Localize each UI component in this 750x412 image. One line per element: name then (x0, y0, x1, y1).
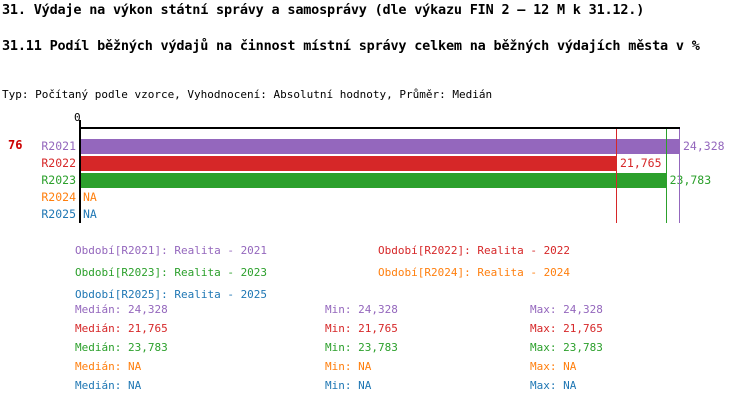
bar-na-label-r2024: NA (83, 190, 97, 204)
stat-min-r2021: Min: 24,328 (325, 303, 398, 316)
bar-row-label-r2021: R2021 (41, 139, 76, 153)
axis-horizontal-line (79, 127, 680, 129)
axis-vertical-line (79, 127, 81, 223)
bar-na-label-r2025: NA (83, 207, 97, 221)
bar-row[interactable]: R2025 NA (0, 206, 750, 223)
stat-median-r2024: Medián: NA (75, 360, 142, 373)
stat-min-r2023: Min: 23,783 (325, 341, 398, 354)
legend-item-1[interactable]: Období[R2022]: Realita - 2022 (378, 244, 571, 257)
stat-max-r2025: Max: NA (530, 379, 577, 392)
stat-max-r2024: Max: NA (530, 360, 577, 373)
legend-item-2[interactable]: Období[R2023]: Realita - 2023 (75, 266, 268, 279)
bar-value-label-r2023: 23,783 (669, 173, 712, 187)
bar-r2021[interactable] (81, 139, 679, 154)
bar-row-label-r2023: R2023 (41, 173, 76, 187)
page-title: 31. Výdaje na výkon státní správy a samo… (2, 2, 645, 18)
bar-row-label-r2024: R2024 (41, 190, 76, 204)
axis-origin-tick (79, 120, 81, 127)
indicator-meta-line: Typ: Počítaný podle vzorce, Vyhodnocení:… (2, 88, 493, 101)
bar-r2023[interactable] (81, 173, 666, 188)
bar-r2022[interactable] (81, 156, 616, 171)
stat-median-r2021: Medián: 24,328 (75, 303, 168, 316)
stat-min-r2022: Min: 21,765 (325, 322, 398, 335)
indicator-subtitle: 31.11 Podíl běžných výdajů na činnost mí… (2, 38, 700, 54)
bar-row-label-r2022: R2022 (41, 156, 76, 170)
bar-row[interactable]: R2023 23,783 (0, 172, 750, 189)
bar-row-label-r2025: R2025 (41, 207, 76, 221)
stat-min-r2025: Min: NA (325, 379, 372, 392)
legend-item-4[interactable]: Období[R2025]: Realita - 2025 (75, 288, 268, 301)
marker-line-r2022 (616, 129, 617, 223)
stat-median-r2023: Medián: 23,783 (75, 341, 168, 354)
stat-min-r2024: Min: NA (325, 360, 372, 373)
bar-row[interactable]: R2024 NA (0, 189, 750, 206)
axis-origin-label: 0 (74, 111, 81, 124)
bar-row[interactable]: R2021 24,328 (0, 138, 750, 155)
bar-row[interactable]: R2022 21,765 (0, 155, 750, 172)
stat-median-r2022: Medián: 21,765 (75, 322, 168, 335)
legend-item-3[interactable]: Období[R2024]: Realita - 2024 (378, 266, 571, 279)
marker-line-r2021 (679, 129, 680, 223)
bar-value-label-r2022: 21,765 (619, 156, 662, 170)
bar-value-label-r2021: 24,328 (683, 139, 725, 153)
marker-line-r2023 (666, 129, 667, 223)
stat-median-r2025: Medián: NA (75, 379, 142, 392)
stat-max-r2021: Max: 24,328 (530, 303, 603, 316)
legend-item-0[interactable]: Období[R2021]: Realita - 2021 (75, 244, 268, 257)
row-count-label: 76 (8, 138, 23, 152)
stat-max-r2023: Max: 23,783 (530, 341, 603, 354)
stat-max-r2022: Max: 21,765 (530, 322, 603, 335)
